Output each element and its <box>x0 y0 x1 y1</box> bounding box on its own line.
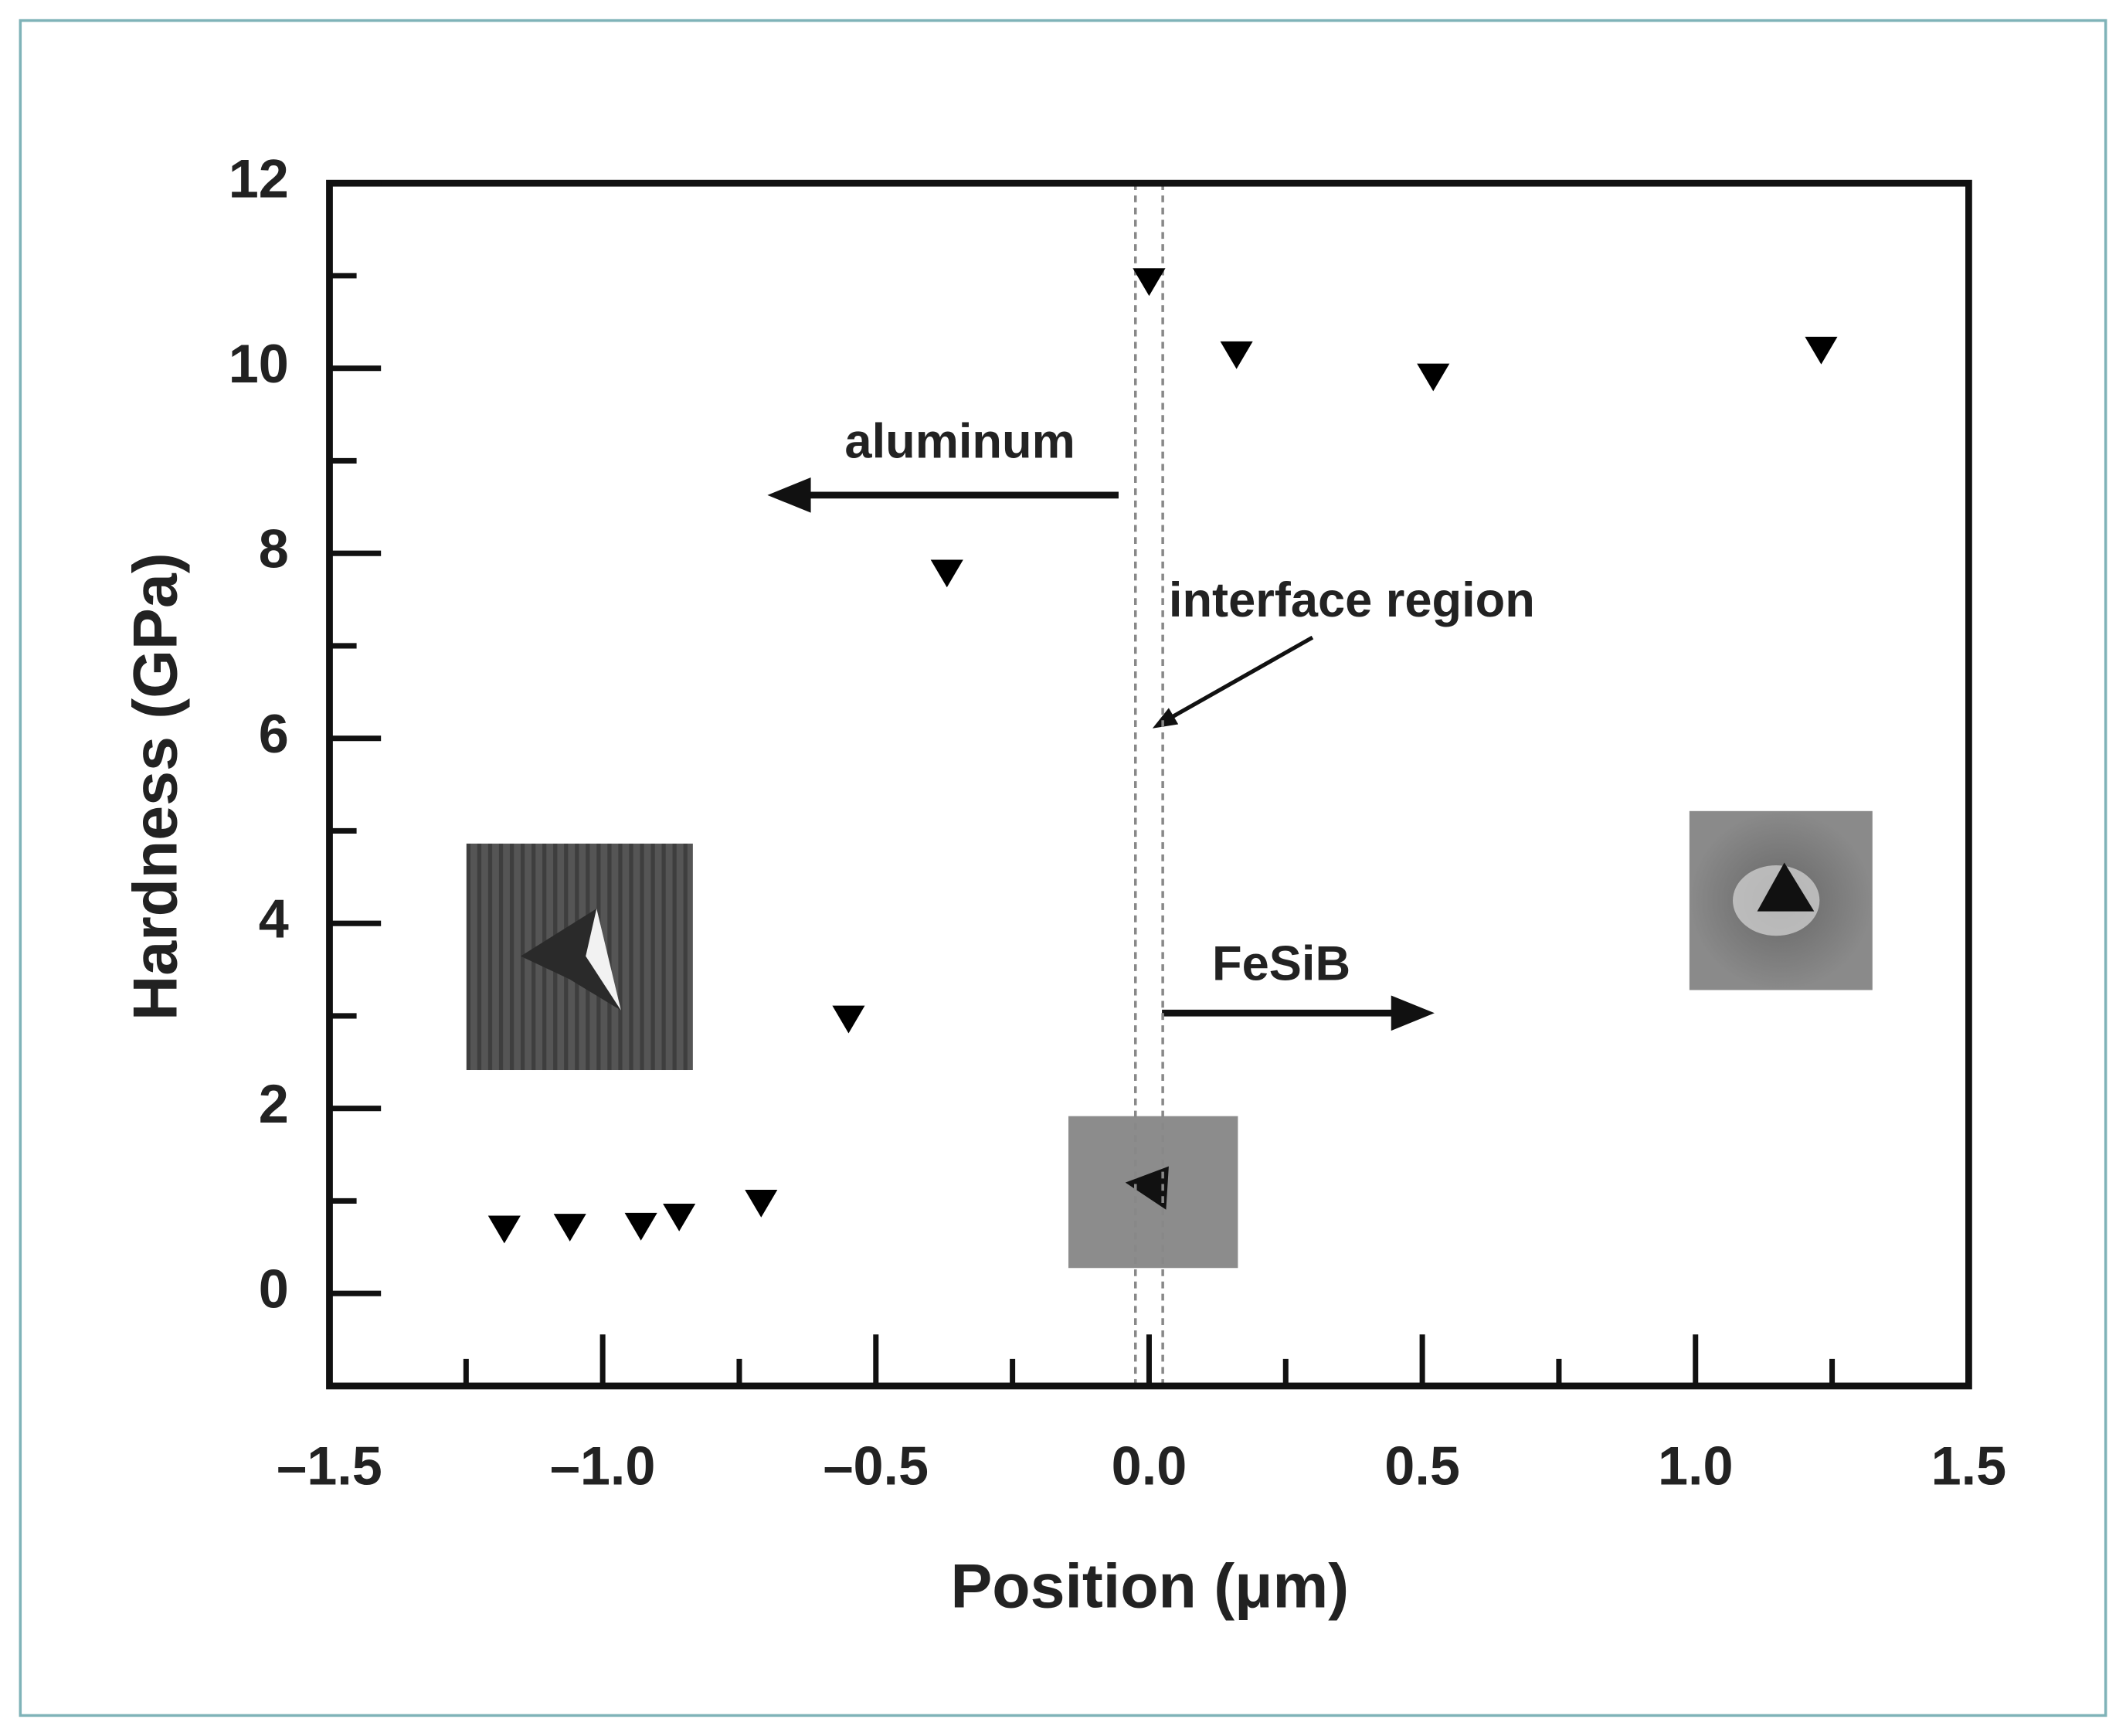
data-point <box>663 1203 696 1232</box>
annotation-arrow <box>767 477 1435 1031</box>
x-tick-label: –1.5 <box>277 1435 382 1496</box>
y-tick-label: 10 <box>229 333 289 394</box>
x-tick-label: 1.5 <box>1931 1435 2007 1496</box>
y-tick-label: 12 <box>229 148 289 209</box>
x-tick-label: 1.0 <box>1658 1435 1734 1496</box>
x-tick-label: –0.5 <box>823 1435 929 1496</box>
data-point <box>1220 341 1253 369</box>
annotation: FeSiB <box>1212 936 1350 990</box>
data-point <box>487 1215 521 1244</box>
x-axis-label: Position (μm) <box>950 1551 1349 1621</box>
x-tick-label: 0.5 <box>1384 1435 1460 1496</box>
inset-image <box>1068 1116 1238 1269</box>
inset-image <box>1689 810 1873 990</box>
y-tick-label: 8 <box>259 518 289 579</box>
y-tick-label: 0 <box>259 1259 289 1320</box>
data-point <box>1805 336 1838 365</box>
data-point <box>553 1214 586 1242</box>
y-tick-label: 4 <box>259 888 289 950</box>
data-point <box>624 1212 657 1241</box>
inset-image <box>466 843 693 1071</box>
annotation: aluminum <box>844 415 1075 469</box>
data-point <box>930 559 963 588</box>
x-tick-label: 0.0 <box>1112 1435 1187 1496</box>
data-point <box>1133 268 1166 297</box>
x-tick-label: –1.0 <box>550 1435 656 1496</box>
data-point <box>1417 363 1450 392</box>
annotation: interface region <box>1169 573 1535 627</box>
data-point <box>832 1005 865 1034</box>
y-tick-label: 2 <box>259 1073 289 1134</box>
y-tick-label: 6 <box>259 703 289 764</box>
data-point <box>745 1189 778 1218</box>
y-axis-label: Hardness (GPa) <box>121 552 190 1021</box>
